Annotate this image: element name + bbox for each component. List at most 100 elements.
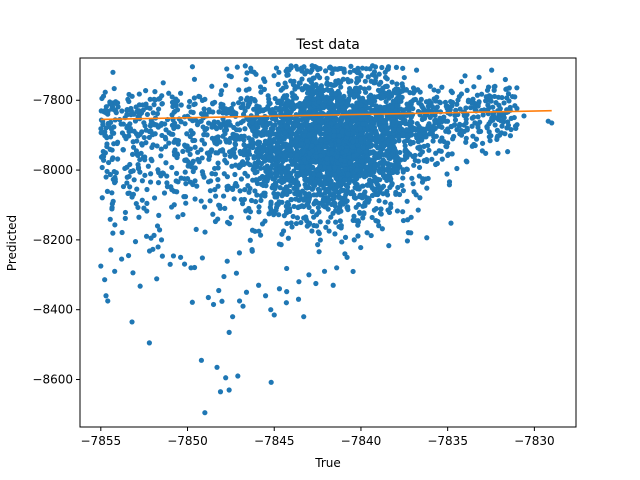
- scatter-point: [361, 170, 367, 176]
- scatter-point: [433, 161, 439, 168]
- scatter-point: [115, 100, 121, 106]
- scatter-point: [189, 64, 196, 70]
- scatter-point: [320, 203, 326, 209]
- scatter-point: [366, 156, 372, 162]
- scatter-point: [381, 104, 387, 111]
- scatter-point: [463, 120, 469, 126]
- scatter-point: [125, 252, 132, 259]
- scatter-point: [226, 149, 233, 155]
- scatter-point: [486, 105, 492, 111]
- scatter-point: [171, 99, 177, 105]
- scatter-point: [427, 83, 433, 89]
- scatter-point: [163, 136, 169, 142]
- scatter-point: [315, 242, 321, 248]
- scatter-point: [204, 132, 210, 138]
- scatter-point: [442, 99, 449, 105]
- scatter-point: [316, 249, 322, 255]
- scatter-point: [450, 136, 456, 142]
- scatter-point: [377, 154, 383, 160]
- scatter-point: [327, 105, 333, 111]
- scatter-point: [314, 223, 320, 229]
- scatter-point: [479, 140, 486, 146]
- scatter-point: [156, 212, 162, 218]
- scatter-point: [287, 119, 293, 125]
- scatter-point: [103, 174, 109, 180]
- scatter-point: [325, 219, 331, 225]
- scatter-point: [421, 143, 427, 149]
- scatter-point: [155, 124, 161, 130]
- scatter-point: [376, 198, 382, 204]
- scatter-point: [405, 217, 411, 223]
- scatter-point: [332, 82, 339, 88]
- scatter-point: [368, 150, 374, 156]
- scatter-point: [191, 101, 197, 108]
- scatter-point: [129, 319, 135, 325]
- scatter-point: [120, 121, 126, 127]
- scatter-point: [312, 200, 318, 206]
- scatter-point: [230, 101, 236, 107]
- scatter-point: [284, 289, 290, 295]
- scatter-point: [188, 128, 194, 134]
- scatter-point: [368, 92, 374, 98]
- scatter-point: [119, 108, 125, 114]
- scatter-point: [180, 211, 186, 218]
- scatter-point: [155, 167, 161, 173]
- scatter-point: [293, 162, 299, 168]
- scatter-point: [400, 65, 406, 71]
- scatter-point: [158, 146, 164, 152]
- scatter-point: [281, 153, 288, 159]
- scatter-point: [417, 132, 423, 138]
- scatter-point: [434, 94, 440, 100]
- scatter-point: [164, 180, 170, 186]
- scatter-point: [411, 88, 417, 95]
- scatter-point: [183, 200, 189, 206]
- scatter-point: [104, 168, 110, 175]
- scatter-point: [288, 63, 294, 69]
- scatter-point: [266, 154, 272, 160]
- scatter-point: [232, 154, 238, 160]
- scatter-point: [237, 188, 243, 194]
- scatter-point: [285, 173, 291, 179]
- scatter-point: [358, 194, 365, 200]
- scatter-point: [521, 113, 527, 119]
- scatter-point: [452, 117, 459, 123]
- scatter-point: [224, 258, 230, 264]
- scatter-point: [151, 96, 157, 102]
- scatter-point: [292, 83, 298, 89]
- scatter-point: [367, 66, 373, 72]
- scatter-point: [124, 107, 130, 113]
- scatter-point: [368, 142, 375, 148]
- scatter-point: [414, 120, 420, 127]
- scatter-point: [253, 133, 259, 139]
- scatter-point: [251, 153, 257, 160]
- scatter-point: [386, 95, 392, 101]
- scatter-point: [313, 167, 319, 173]
- scatter-point: [448, 220, 454, 226]
- y-axis-label: Predicted: [5, 215, 19, 271]
- scatter-point: [242, 187, 248, 193]
- scatter-point: [171, 109, 177, 115]
- scatter-point: [401, 74, 407, 81]
- scatter-point: [374, 176, 380, 182]
- scatter-point: [470, 133, 476, 139]
- scatter-point: [329, 150, 335, 156]
- scatter-point: [99, 164, 105, 171]
- scatter-point: [384, 76, 390, 82]
- scatter-point: [105, 111, 111, 117]
- scatter-point: [268, 149, 274, 155]
- scatter-point: [256, 204, 262, 210]
- scatter-point: [453, 107, 459, 113]
- scatter-point: [457, 121, 463, 127]
- scatter-point: [265, 104, 271, 110]
- scatter-point: [369, 184, 375, 191]
- scatter-point: [288, 197, 295, 203]
- scatter-point: [191, 76, 198, 82]
- scatter-point: [417, 89, 423, 95]
- scatter-point: [318, 90, 324, 97]
- scatter-point: [304, 90, 311, 96]
- scatter-point: [228, 105, 234, 111]
- scatter-point: [309, 67, 315, 73]
- scatter-point: [479, 148, 485, 154]
- scatter-point: [359, 95, 366, 101]
- scatter-point: [186, 104, 192, 110]
